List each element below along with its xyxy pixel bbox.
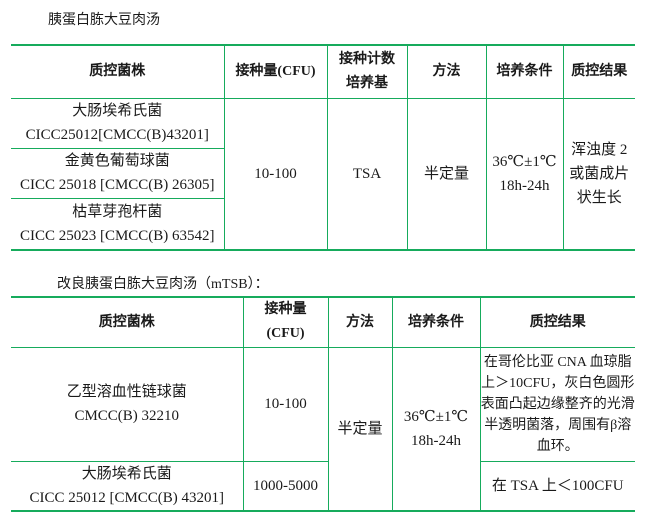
table1-row-saureus: 金黄色葡萄球菌 CICC 25018 [CMCC(B) 26305] xyxy=(11,147,635,199)
table2-header-inoculum-line1: 接种量 xyxy=(264,302,307,318)
table2-method-cell: 半定量 xyxy=(327,346,393,512)
inoculum-cell-ecoli2: 1000-5000 xyxy=(242,460,329,512)
table2-title: 改良胰蛋白胨大豆肉汤（mTSB）： xyxy=(57,277,269,292)
table2-row-ecoli: 大肠埃希氏菌 CICC 25012 [CMCC(B) 43201] 1000-5… xyxy=(11,460,635,512)
result-line: 浑浊度 2 xyxy=(571,141,628,158)
strain-code: CICC 25012 [CMCC(B) 43201] xyxy=(29,489,225,506)
result-cell-ecoli2: 在 TSA 上＜100CFU xyxy=(479,460,635,512)
result-cell-strep: 在哥伦比亚 CNA 血琼脂上＞10CFU，灰白色圆形表面凸起边缘整齐的光滑半透明… xyxy=(479,346,635,462)
table2-header-inoculum: 接种量 (CFU) xyxy=(242,296,329,348)
table2-incubation-cell: 36℃±1℃ 18h-24h xyxy=(391,346,481,512)
table1-header-count-medium: 接种计数 培养基 xyxy=(326,44,408,99)
result-line: 或菌成片 xyxy=(569,165,630,182)
strain-code: CICC 25023 [CMCC(B) 63542] xyxy=(19,227,215,244)
table1-row-ecoli: 大肠埃希氏菌 CICC25012[CMCC(B)43201] 10-100 TS… xyxy=(11,97,635,251)
strain-code: CICC 25018 [CMCC(B) 26305] xyxy=(19,177,215,193)
table1-header-result: 质控结果 xyxy=(562,44,635,99)
strain-name: 乙型溶血性链球菌 xyxy=(66,384,187,400)
table2-header-result: 质控结果 xyxy=(479,296,635,348)
inoculum-cell-strep: 10-100 xyxy=(242,346,329,462)
strain-cell-ecoli: 大肠埃希氏菌 CICC25012[CMCC(B)43201] xyxy=(11,97,225,149)
incubation-temp: 36℃±1℃ xyxy=(492,153,557,170)
table1-header-method: 方法 xyxy=(406,44,487,99)
strain-name: 大肠埃希氏菌 xyxy=(72,103,163,119)
table2-row-strep: 乙型溶血性链球菌 CMCC(B) 32210 10-100 半定量 36℃±1℃… xyxy=(11,346,635,512)
table1-row-bsubtilis: 枯草芽孢杆菌 CICC 25023 [CMCC(B) 63542] xyxy=(11,197,635,251)
strain-cell-bsubtilis: 枯草芽孢杆菌 CICC 25023 [CMCC(B) 63542] xyxy=(11,197,224,251)
strain-cell-saureus: 金黄色葡萄球菌 CICC 25018 [CMCC(B) 26305] xyxy=(11,147,224,199)
table1-header-inoculum: 接种量(CFU) xyxy=(223,44,328,99)
strain-name: 枯草芽孢杆菌 xyxy=(72,203,163,220)
mtsb-qc-table: 质控菌株 接种量 (CFU) 方法 培养条件 质控结果 乙型溶血性链球菌 CMC… xyxy=(11,296,635,512)
table1-count-medium-cell: TSA xyxy=(326,97,408,251)
table1-result-cell: 浑浊度 2 或菌成片 状生长 xyxy=(562,97,635,251)
result-line: 状生长 xyxy=(576,189,622,206)
table1-title: 胰蛋白胨大豆肉汤 xyxy=(48,13,160,28)
strain-name: 大肠埃希氏菌 xyxy=(81,465,172,482)
table1-header-row: 质控菌株 接种量(CFU) 接种计数 培养基 方法 培养条件 质控结果 xyxy=(11,44,635,99)
table1-header-strain: 质控菌株 xyxy=(11,44,225,99)
strain-cell-strep: 乙型溶血性链球菌 CMCC(B) 32210 xyxy=(11,346,244,462)
strain-code: CICC25012[CMCC(B)43201] xyxy=(25,127,209,143)
strain-code: CMCC(B) 32210 xyxy=(74,408,180,424)
table1-incubation-cell: 36℃±1℃ 18h-24h xyxy=(485,97,564,251)
table2-header-incubation: 培养条件 xyxy=(391,296,481,348)
incubation-temp: 36℃±1℃ xyxy=(403,408,469,425)
incubation-time: 18h-24h xyxy=(499,177,550,194)
table2-header-inoculum-line2: (CFU) xyxy=(266,326,305,342)
strain-cell-ecoli2: 大肠埃希氏菌 CICC 25012 [CMCC(B) 43201] xyxy=(11,460,244,512)
incubation-time: 18h-24h xyxy=(411,432,461,449)
table1-header-incubation: 培养条件 xyxy=(485,44,564,99)
strain-name: 金黄色葡萄球菌 xyxy=(64,153,170,169)
table2-header-row: 质控菌株 接种量 (CFU) 方法 培养条件 质控结果 xyxy=(11,296,635,348)
tsb-qc-table: 质控菌株 接种量(CFU) 接种计数 培养基 方法 培养条件 质控结果 大肠埃希… xyxy=(11,44,635,251)
table1-inoculum-cell: 10-100 xyxy=(223,97,328,251)
table1-header-count-medium-line2: 培养基 xyxy=(346,75,388,91)
table1-header-count-medium-line1: 接种计数 xyxy=(339,51,395,67)
table2-header-strain: 质控菌株 xyxy=(11,296,244,348)
table2-header-method: 方法 xyxy=(327,296,393,348)
table1-method-cell: 半定量 xyxy=(406,97,487,251)
